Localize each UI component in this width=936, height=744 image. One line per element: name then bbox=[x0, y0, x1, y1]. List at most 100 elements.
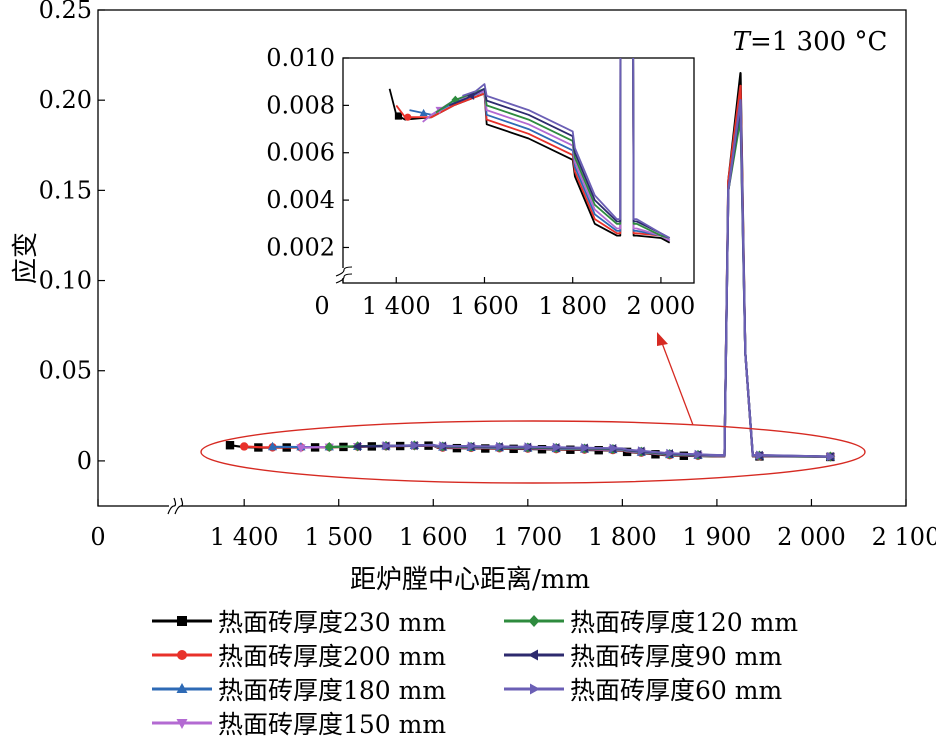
legend-swatch bbox=[504, 683, 564, 695]
inset-y-break-mask bbox=[340, 268, 346, 278]
legend-item: 热面砖厚度150 mm bbox=[150, 708, 447, 739]
legend-label: 热面砖厚度180 mm bbox=[218, 676, 447, 705]
legend-swatch-marker bbox=[177, 650, 187, 660]
legend-swatch bbox=[152, 683, 212, 693]
series-marker bbox=[827, 451, 836, 462]
legend-swatch-marker bbox=[177, 616, 187, 626]
inset-series-line bbox=[422, 58, 671, 242]
series-marker bbox=[296, 444, 306, 453]
series-marker bbox=[352, 441, 361, 452]
inset-series-line bbox=[462, 58, 671, 239]
x-tick-label: 0 bbox=[90, 523, 105, 551]
x-tick-label: 1 500 bbox=[304, 523, 373, 551]
legend-swatch bbox=[504, 615, 564, 627]
inset-x-tick-label: 1 800 bbox=[538, 292, 607, 320]
pointer-arrow-head bbox=[657, 332, 668, 346]
inset-x-tick-label: 2 000 bbox=[627, 292, 696, 320]
series-inset bbox=[448, 58, 671, 239]
inset-series-line bbox=[448, 58, 671, 239]
main-plot-frame bbox=[97, 9, 907, 507]
inset-x-tick-label: 0 bbox=[314, 292, 329, 320]
legend-swatch bbox=[504, 649, 564, 661]
inset-frame bbox=[342, 57, 695, 284]
legend-item: 热面砖厚度90 mm bbox=[502, 640, 783, 671]
y-tick-label: 0.15 bbox=[39, 176, 92, 204]
legend-swatch bbox=[152, 650, 212, 660]
series-inset bbox=[395, 58, 671, 242]
legend-item: 热面砖厚度230 mm bbox=[150, 606, 447, 637]
legend: 热面砖厚度230 mm 热面砖厚度200 mm 热面砖厚度180 mm 热面砖厚度15… bbox=[150, 606, 850, 742]
legend-swatch-marker bbox=[528, 649, 538, 661]
pointer-arrow-shaft bbox=[661, 342, 694, 426]
y-tick-label: 0 bbox=[77, 447, 92, 475]
x-tick-label: 2 000 bbox=[777, 523, 846, 551]
series-marker bbox=[239, 442, 249, 451]
inset-y-tick-label: 0.002 bbox=[266, 233, 335, 261]
inset-y-break-symbol bbox=[335, 266, 353, 284]
series-marker bbox=[382, 441, 392, 451]
legend-swatch bbox=[152, 616, 212, 626]
series-marker bbox=[637, 446, 647, 456]
legend-swatch-marker bbox=[176, 719, 188, 729]
legend-label: 热面砖厚度150 mm bbox=[218, 710, 447, 739]
inset-y-tick-label: 0.006 bbox=[266, 139, 335, 167]
inset-y-tick-label: 0.004 bbox=[266, 186, 335, 214]
inset-series-marker bbox=[394, 112, 403, 120]
y-tick-label: 0.05 bbox=[39, 357, 92, 385]
highlight-ellipse bbox=[200, 420, 866, 484]
condition-value: =1 300 °C bbox=[750, 27, 887, 57]
legend-label: 热面砖厚度230 mm bbox=[218, 608, 447, 637]
series-inset bbox=[462, 58, 671, 239]
condition-annotation: T=1 300 °C bbox=[733, 27, 888, 57]
y-axis-label: 应变 bbox=[11, 232, 41, 284]
legend-item: 热面砖厚度200 mm bbox=[150, 640, 447, 671]
legend-item: 热面砖厚度120 mm bbox=[502, 606, 799, 637]
inset-y-tick-label: 0.008 bbox=[266, 91, 335, 119]
series-marker bbox=[524, 442, 533, 452]
series-marker bbox=[666, 448, 675, 458]
x-axis-label: 距炉膛中心距离/mm bbox=[350, 565, 590, 595]
series-marker bbox=[694, 449, 704, 460]
inset-x-tick-label: 1 600 bbox=[450, 292, 519, 320]
x-tick-label: 1 700 bbox=[493, 523, 562, 551]
legend-item: 热面砖厚度60 mm bbox=[502, 674, 783, 705]
inset-y-tick-label: 0.010 bbox=[266, 44, 335, 72]
legend-swatch-marker bbox=[528, 615, 540, 627]
inset-plot: 0 1 400 1 600 1 800 2 000 0.002 0.004 0.006 0.00… bbox=[266, 44, 696, 320]
axis-break-symbol bbox=[167, 497, 184, 515]
inset-series-line bbox=[395, 58, 671, 242]
x-tick-label: 1 400 bbox=[210, 523, 279, 551]
inset-series-marker bbox=[419, 108, 428, 117]
series-line bbox=[385, 99, 831, 458]
series-marker bbox=[267, 441, 278, 451]
series-main bbox=[382, 99, 836, 462]
x-tick-label: 2 100 bbox=[872, 523, 936, 551]
y-tick-label: 0.25 bbox=[39, 0, 92, 24]
condition-variable: T bbox=[733, 27, 752, 57]
y-tick-label: 0.20 bbox=[39, 86, 92, 114]
main-plot: 0 1 400 1 500 1 600 1 700 1 800 1 900 2 000 2 10… bbox=[11, 0, 936, 595]
legend-item: 热面砖厚度180 mm bbox=[150, 674, 447, 705]
series-marker bbox=[411, 440, 420, 451]
series-marker bbox=[552, 442, 562, 452]
x-tick-label: 1 800 bbox=[588, 523, 657, 551]
inset-series-marker bbox=[404, 113, 412, 121]
legend-swatch-marker bbox=[530, 683, 540, 695]
x-tick-label: 1 900 bbox=[683, 523, 752, 551]
series-marker bbox=[225, 441, 235, 450]
series-marker bbox=[467, 441, 477, 451]
series-marker bbox=[324, 441, 334, 453]
inset-x-tick-label: 1 400 bbox=[362, 292, 431, 320]
legend-label: 热面砖厚度120 mm bbox=[570, 608, 799, 637]
x-tick-label: 1 600 bbox=[399, 523, 468, 551]
y-tick-label: 0.10 bbox=[39, 267, 92, 295]
legend-label: 热面砖厚度200 mm bbox=[218, 642, 447, 671]
series-marker bbox=[439, 441, 448, 451]
legend-label: 热面砖厚度60 mm bbox=[570, 676, 783, 705]
legend-swatch bbox=[152, 719, 212, 729]
series-marker bbox=[609, 443, 618, 453]
legend-swatch-marker bbox=[176, 683, 188, 693]
legend-label: 热面砖厚度90 mm bbox=[570, 642, 783, 671]
inset-series-marker bbox=[466, 91, 475, 100]
